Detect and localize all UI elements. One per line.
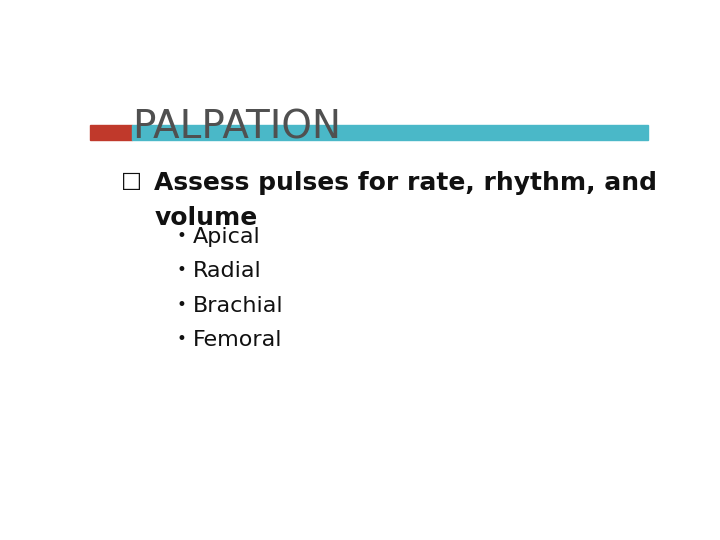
Bar: [90, 125, 132, 140]
Text: volume: volume: [154, 206, 258, 230]
Text: Brachial: Brachial: [193, 296, 284, 316]
Text: Apical: Apical: [193, 227, 261, 247]
Text: •: •: [176, 296, 186, 314]
Bar: [132, 125, 648, 140]
Text: PALPATION: PALPATION: [132, 109, 341, 146]
Text: Assess pulses for rate, rhythm, and: Assess pulses for rate, rhythm, and: [154, 171, 657, 195]
Text: Radial: Radial: [193, 261, 262, 281]
Text: •: •: [176, 330, 186, 348]
Text: Femoral: Femoral: [193, 330, 283, 350]
Text: •: •: [176, 227, 186, 245]
Text: □: □: [121, 171, 142, 191]
Text: •: •: [176, 261, 186, 280]
